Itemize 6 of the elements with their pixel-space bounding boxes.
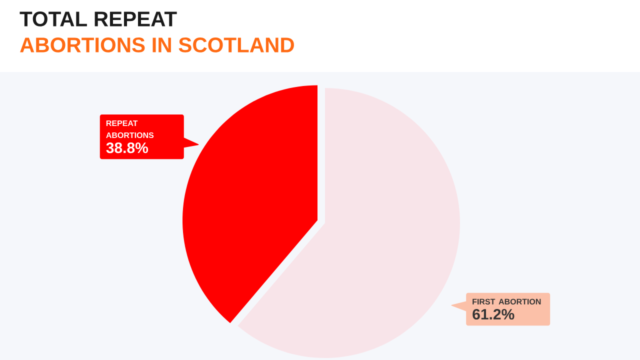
chart-title: TOTAL REPEAT xyxy=(20,12,177,26)
data-label: 61.2% xyxy=(472,308,514,320)
slice-label: FIRST ABORTION xyxy=(472,298,541,304)
slice-label: REPEAT ABORTIONS xyxy=(106,120,154,138)
chart-subtitle: ABORTIONS IN SCOTLAND xyxy=(20,38,294,52)
data-label: 38.8% xyxy=(106,142,148,154)
